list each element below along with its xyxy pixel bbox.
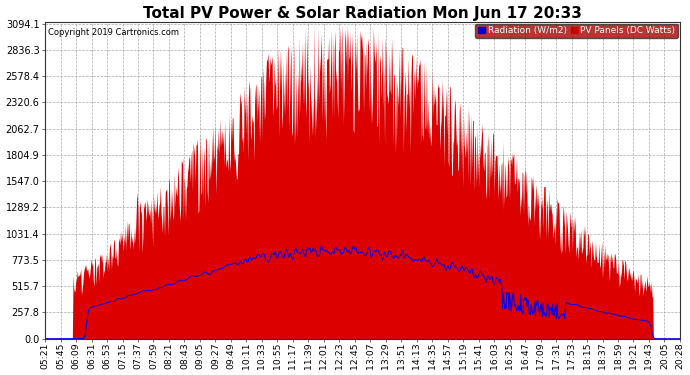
Title: Total PV Power & Solar Radiation Mon Jun 17 20:33: Total PV Power & Solar Radiation Mon Jun…	[143, 6, 582, 21]
Text: Copyright 2019 Cartronics.com: Copyright 2019 Cartronics.com	[48, 28, 179, 37]
Legend: Radiation (W/m2), PV Panels (DC Watts): Radiation (W/m2), PV Panels (DC Watts)	[475, 24, 678, 38]
